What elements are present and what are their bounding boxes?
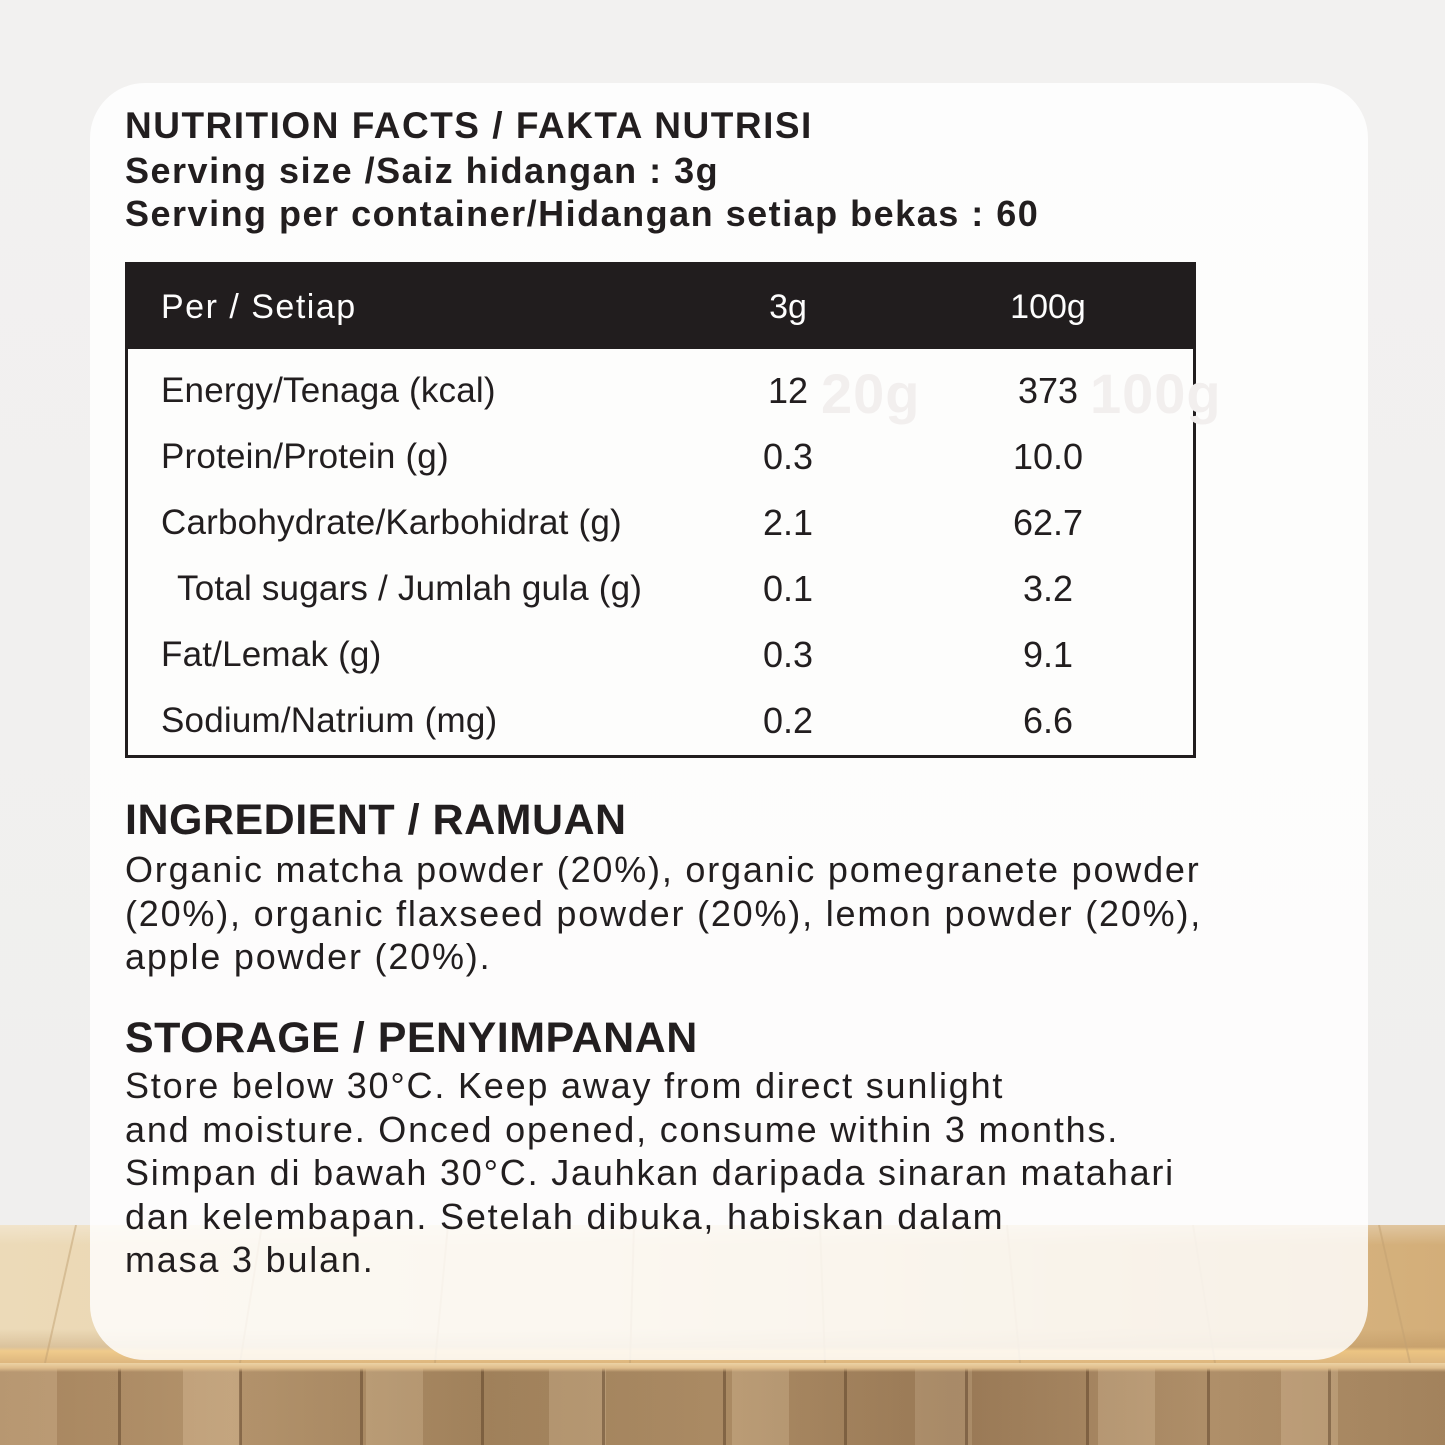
table-row-carbohydrate: Carbohydrate/Karbohidrat (g) 2.1 62.7 <box>128 490 1193 556</box>
header-100g: 100g <box>1010 287 1086 326</box>
value-3g: 0.1 <box>762 568 814 609</box>
table-row-sodium: Sodium/Natrium (mg) 0.2 6.6 <box>128 688 1193 754</box>
nutrition-table: Per / Setiap 3g 100g Energy/Tenaga (kcal… <box>125 262 1221 758</box>
value-3g: 12 <box>767 370 809 411</box>
header-3g: 3g <box>769 287 807 326</box>
nutrient-label: Energy/Tenaga (kcal) <box>161 371 496 410</box>
nutrient-label: Total sugars / Jumlah gula (g) <box>177 569 643 608</box>
nutrient-label: Carbohydrate/Karbohidrat (g) <box>161 503 622 542</box>
value-3g: 2.1 <box>762 502 814 543</box>
value-100g: 9.1 <box>1022 634 1074 675</box>
ingredient-text: Organic matcha powder (20%), organic pom… <box>125 849 1203 977</box>
serving-info: Serving size /Saiz hidangan : 3g Serving… <box>125 150 1040 234</box>
nutrition-facts-title: NUTRITION FACTS / FAKTA NUTRISI <box>125 105 813 146</box>
nutrient-label: Sodium/Natrium (mg) <box>161 701 498 740</box>
value-100g: 10.0 <box>1012 436 1084 477</box>
nutrient-label: Fat/Lemak (g) <box>161 635 382 674</box>
header-per-setiap: Per / Setiap <box>161 287 357 326</box>
storage-heading: STORAGE / PENYIMPANAN <box>125 1014 698 1062</box>
value-100g: 62.7 <box>1012 502 1084 543</box>
value-3g: 0.2 <box>762 700 814 741</box>
table-row-fat: Fat/Lemak (g) 0.3 9.1 <box>128 622 1193 688</box>
table-row-total-sugars: Total sugars / Jumlah gula (g) 0.1 3.2 <box>128 556 1193 622</box>
value-100g: 3.2 <box>1022 568 1074 609</box>
value-100g: 6.6 <box>1022 700 1074 741</box>
value-3g: 0.3 <box>762 436 814 477</box>
table-row-energy: Energy/Tenaga (kcal) 12 373 20g 100g <box>128 358 1221 425</box>
nutrition-label-card: NUTRITION FACTS / FAKTA NUTRISI Serving … <box>90 83 1368 1360</box>
storage-text: Store below 30°C. Keep away from direct … <box>125 1065 1175 1280</box>
value-100g: 373 <box>1017 370 1079 411</box>
ingredient-heading: INGREDIENT / RAMUAN <box>125 796 627 844</box>
nutrition-table-header: Per / Setiap 3g 100g <box>128 265 1193 349</box>
nutrient-label: Protein/Protein (g) <box>161 437 449 476</box>
nutrition-table-body: Energy/Tenaga (kcal) 12 373 20g 100g Pro… <box>128 349 1221 754</box>
wooden-table-front-edge <box>0 1363 1445 1445</box>
value-3g: 0.3 <box>762 634 814 675</box>
ghost-artifact-20g: 20g <box>821 362 921 425</box>
ghost-artifact-100g: 100g <box>1090 362 1222 425</box>
table-row-protein: Protein/Protein (g) 0.3 10.0 <box>128 424 1193 490</box>
